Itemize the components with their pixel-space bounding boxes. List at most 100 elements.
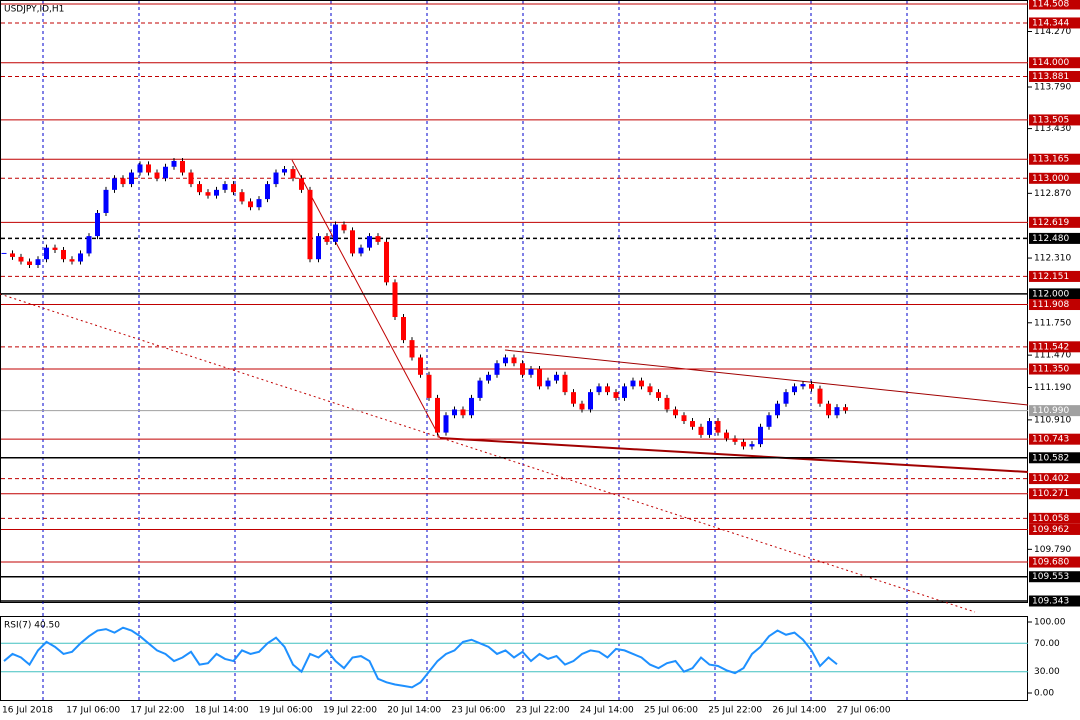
candle: [426, 374, 432, 398]
x-tick-label: 23 Jul 06:00: [451, 706, 505, 716]
candle: [401, 317, 406, 341]
candle: [18, 256, 24, 262]
candle: [758, 426, 763, 445]
level-label-box: [1029, 70, 1080, 82]
x-tick-label: 16 Jul 2018: [2, 706, 53, 716]
candle: [299, 178, 304, 190]
rsi-title: RSI(7) 40.50: [4, 621, 60, 631]
candle: [61, 249, 66, 260]
level-label-box: [1029, 232, 1080, 244]
level-label-box: [1029, 512, 1080, 524]
rsi-line: [3, 626, 838, 689]
level-label: 113.165: [1032, 155, 1069, 165]
level-label-box: [1029, 405, 1080, 417]
level-label-box: [1029, 556, 1080, 568]
level-label: 110.990: [1032, 406, 1069, 416]
level-label: 113.505: [1032, 115, 1069, 125]
level-label: 114.000: [1032, 58, 1069, 68]
candle: [129, 172, 134, 185]
candle: [809, 384, 814, 389]
level-label: 110.271: [1032, 489, 1069, 499]
candle: [775, 403, 780, 416]
candle: [698, 426, 704, 435]
vertical-grid: [42, 1, 908, 700]
level-label: 109.680: [1032, 558, 1069, 568]
x-tick-label: 17 Jul 22:00: [130, 706, 184, 716]
candle: [571, 392, 576, 404]
level-label: 110.743: [1032, 435, 1069, 445]
candle: [469, 397, 474, 416]
candle: [783, 392, 789, 404]
y-tick-label: 111.750: [1034, 318, 1071, 328]
x-tick-label: 24 Jul 14:00: [580, 706, 634, 716]
candle: [103, 189, 109, 213]
level-label-box: [1029, 523, 1080, 535]
candle: [146, 164, 151, 173]
candle: [290, 169, 296, 179]
level-label-box: [1029, 114, 1080, 126]
candle: [69, 259, 75, 262]
candle: [707, 421, 712, 435]
level-label-box: [1029, 172, 1080, 184]
level-label-box: [1029, 153, 1080, 165]
level-label-box: [1029, 216, 1080, 228]
candle: [477, 380, 483, 398]
level-label-box: [1029, 288, 1080, 300]
candle: [248, 201, 253, 208]
y-tick-label: 114.270: [1034, 27, 1071, 37]
level-label-box: [1029, 452, 1080, 464]
level-label: 112.619: [1032, 218, 1069, 228]
candle: [86, 236, 92, 254]
candle: [588, 392, 593, 410]
candle: [409, 340, 415, 358]
x-tick-label: 18 Jul 14:00: [195, 706, 249, 716]
x-tick-label: 23 Jul 22:00: [516, 706, 570, 716]
level-label-box: [1029, 488, 1080, 500]
level-label: 112.151: [1032, 272, 1069, 282]
candle: [460, 409, 466, 416]
level-label-box: [1029, 0, 1080, 10]
candle: [562, 374, 568, 393]
chart-title: USDJPY,ID,H1: [4, 5, 64, 15]
candle: [333, 224, 338, 242]
candle: [205, 192, 211, 196]
candle: [341, 224, 347, 231]
candle: [622, 386, 627, 398]
candle: [10, 253, 15, 257]
candle: [137, 164, 143, 173]
x-tick-label: 27 Jul 06:00: [837, 706, 891, 716]
candle: [647, 386, 653, 393]
level-label: 114.508: [1032, 0, 1069, 10]
candle: [690, 421, 695, 427]
x-tick-label: 20 Jul 14:00: [387, 706, 441, 716]
level-label: 113.881: [1032, 72, 1069, 82]
candle: [239, 192, 245, 202]
candle: [520, 363, 525, 375]
candle: [749, 444, 755, 447]
level-label-box: [1029, 57, 1080, 69]
candle: [605, 386, 610, 393]
rsi-tick-label: 0.00: [1034, 689, 1054, 699]
candle: [715, 421, 721, 433]
y-tick-label: 111.470: [1034, 351, 1071, 361]
candle: [171, 160, 177, 167]
candle: [800, 384, 806, 387]
candle: [664, 397, 670, 410]
level-label: 112.480: [1032, 234, 1069, 244]
candle: [256, 199, 262, 208]
candle: [452, 409, 457, 416]
level-label-box: [1029, 270, 1080, 282]
candle: [486, 374, 491, 381]
candle: [630, 380, 636, 387]
level-label: 111.908: [1032, 300, 1069, 310]
candle: [222, 184, 228, 190]
candle: [511, 357, 517, 364]
candle: [817, 388, 823, 404]
level-label: 109.553: [1032, 572, 1069, 582]
candle: [732, 438, 738, 442]
y-tick-label: 112.870: [1034, 189, 1071, 199]
candle: [792, 386, 797, 393]
candle: [613, 392, 619, 398]
candle: [681, 415, 687, 422]
